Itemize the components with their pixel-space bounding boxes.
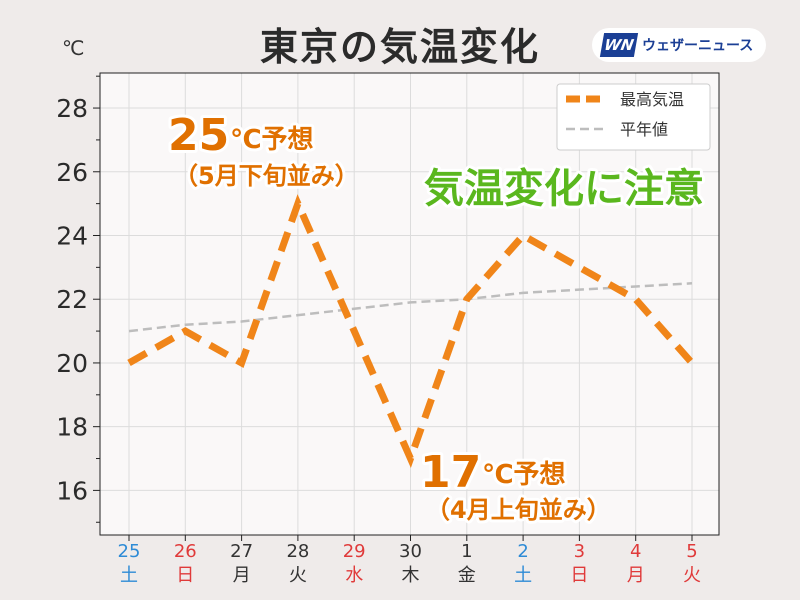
x-tick-label-date: 4 bbox=[630, 541, 641, 562]
x-tick-label-weekday: 月 bbox=[233, 565, 251, 586]
legend-label-max-temp: 最高気温 bbox=[620, 90, 684, 109]
x-tick-label-weekday: 火 bbox=[289, 565, 307, 586]
x-tick-label-date: 2 bbox=[517, 541, 528, 562]
annotation-high-note: （5月下旬並み） bbox=[174, 162, 359, 190]
annotation-high-unit: ℃予想 bbox=[230, 125, 314, 155]
x-tick-label-weekday: 金 bbox=[458, 565, 476, 586]
series-line-normal bbox=[128, 282, 693, 333]
logo-text: ウェザーニュース bbox=[642, 38, 754, 54]
x-tick-label-date: 3 bbox=[574, 541, 585, 562]
x-tick-label-weekday: 月 bbox=[627, 565, 645, 586]
x-tick-label-date: 25 bbox=[118, 541, 141, 562]
x-tick-label-date: 30 bbox=[399, 541, 422, 562]
x-tick-label-weekday: 木 bbox=[402, 565, 420, 586]
annotation-warning: 気温変化に注意 bbox=[424, 166, 704, 212]
plot-frame bbox=[99, 72, 720, 536]
x-tick-label-date: 1 bbox=[461, 541, 472, 562]
annotation-low-note: （4月上旬並み） bbox=[426, 496, 611, 524]
y-tick-label: 18 bbox=[56, 413, 88, 442]
y-tick-label: 28 bbox=[56, 94, 88, 123]
y-tick-label: 22 bbox=[56, 285, 88, 314]
weathernews-logo: WN ウェザーニュース bbox=[592, 28, 766, 62]
x-tick-label-date: 27 bbox=[230, 541, 253, 562]
y-tick-label: 16 bbox=[56, 476, 88, 505]
x-tick-label-date: 26 bbox=[174, 541, 197, 562]
chart-title: 東京の気温変化 bbox=[259, 25, 540, 69]
legend-label-normal: 平年値 bbox=[620, 120, 668, 139]
x-tick-label-weekday: 日 bbox=[176, 565, 194, 586]
y-tick-label: 20 bbox=[56, 349, 88, 378]
x-tick-label-weekday: 水 bbox=[345, 565, 363, 586]
annotation-low-value: 17 bbox=[420, 447, 481, 498]
x-tick-label-date: 29 bbox=[343, 541, 366, 562]
x-tick-label-date: 28 bbox=[286, 541, 309, 562]
y-axis-unit: ℃ bbox=[62, 36, 85, 60]
y-tick-label: 26 bbox=[56, 158, 88, 187]
annotation-high-value: 25 bbox=[168, 110, 229, 161]
x-tick-label-weekday: 土 bbox=[120, 565, 138, 586]
x-tick-label-weekday: 火 bbox=[683, 565, 701, 586]
x-tick-label-weekday: 日 bbox=[570, 565, 588, 586]
annotation-low-unit: ℃予想 bbox=[482, 460, 566, 490]
x-tick-label-date: 5 bbox=[686, 541, 697, 562]
y-tick-label: 24 bbox=[56, 221, 88, 250]
logo-mark: WN bbox=[599, 33, 639, 57]
x-tick-label-weekday: 土 bbox=[514, 565, 532, 586]
